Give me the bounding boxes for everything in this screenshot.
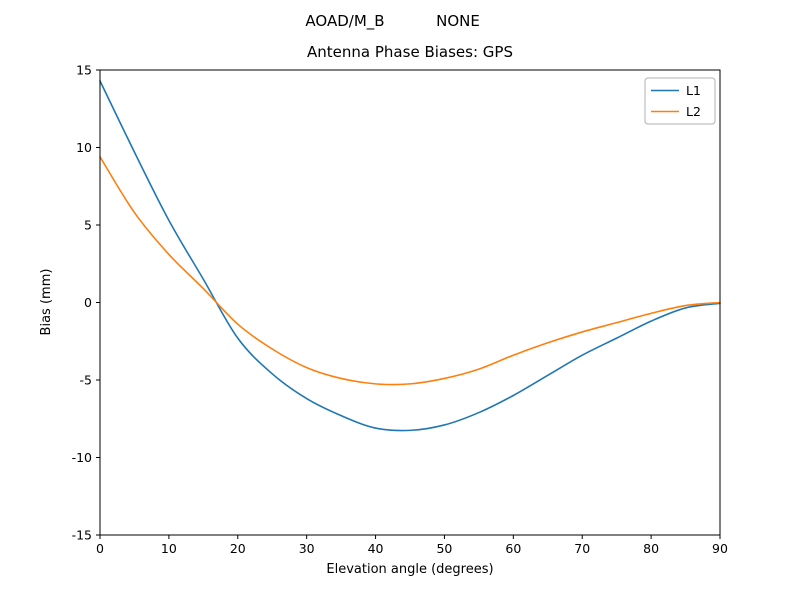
x-tick-label: 80 <box>643 541 659 556</box>
x-tick-label: 20 <box>230 541 246 556</box>
x-tick-label: 50 <box>436 541 452 556</box>
legend-box <box>644 77 716 125</box>
y-tick-label: -15 <box>72 528 92 543</box>
x-tick-label: 70 <box>574 541 590 556</box>
y-tick-label: 5 <box>84 218 92 233</box>
legend-label-l2: L2 <box>686 104 701 119</box>
series-line-l2 <box>99 156 721 386</box>
x-tick-label: 30 <box>299 541 315 556</box>
figure-suptitle-left: AOAD/M_B <box>305 12 384 31</box>
series-line-l1 <box>99 80 721 432</box>
x-tick-label: 60 <box>505 541 521 556</box>
x-tick-label: 0 <box>96 541 104 556</box>
y-tick-label: -5 <box>80 373 92 388</box>
x-tick-label: 10 <box>161 541 177 556</box>
y-tick-label: 10 <box>76 140 92 155</box>
chart-title: Antenna Phase Biases: GPS <box>307 43 513 61</box>
figure-suptitle-right: NONE <box>436 12 480 30</box>
x-axis-label: Elevation angle (degrees) <box>326 562 493 577</box>
y-tick-label: -10 <box>72 450 92 465</box>
axes-frame <box>99 69 721 536</box>
legend-label-l1: L1 <box>686 83 701 98</box>
plot-dynamic-layer: 0 10 20 30 40 50 60 70 80 90 -15 -10 -5 0 5 10 15 <box>72 63 728 557</box>
x-tick-label: 90 <box>712 541 728 556</box>
y-tick-label: 0 <box>84 295 92 310</box>
y-axis-label: Bias (mm) <box>39 269 54 336</box>
x-tick-label: 40 <box>368 541 384 556</box>
legend: L1 L2 <box>644 77 716 125</box>
y-tick-label: 15 <box>76 63 92 78</box>
